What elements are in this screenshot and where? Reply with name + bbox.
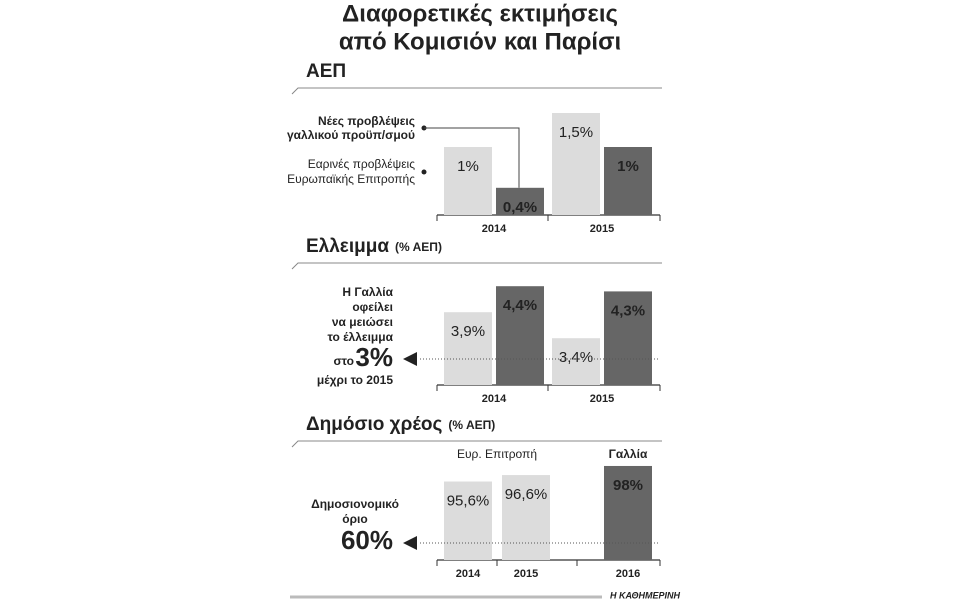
legend-connector bbox=[424, 127, 520, 188]
legend-label: Νέες προβλέψεις bbox=[318, 114, 415, 128]
bar bbox=[604, 465, 652, 560]
bar bbox=[444, 481, 492, 560]
legend-dot bbox=[421, 169, 427, 175]
bar bbox=[444, 147, 492, 215]
x-tick-label: 2015 bbox=[590, 223, 614, 235]
annotation: μέχρι το 2015 bbox=[317, 373, 393, 387]
value-label: 95,6% bbox=[447, 493, 490, 510]
x-tick-label: 2014 bbox=[482, 393, 507, 405]
value-label: 0,4% bbox=[503, 199, 537, 216]
panel-subtitle: (% ΑΕΠ) bbox=[448, 418, 495, 432]
title: Διαφορετικές εκτιμήσεις bbox=[342, 0, 618, 27]
bar bbox=[552, 338, 600, 385]
bar bbox=[444, 312, 492, 385]
value-label: 98% bbox=[613, 477, 643, 494]
panel-title: ΑΕΠ bbox=[306, 61, 346, 82]
panel-title: Ελλειμμα bbox=[306, 236, 389, 257]
annotation: στο bbox=[333, 354, 354, 368]
reference-arrow bbox=[403, 352, 417, 366]
annotation: Δημοσιονομικό bbox=[311, 497, 399, 511]
value-label: 4,4% bbox=[503, 297, 537, 314]
legend-label: Εαρινές προβλέψεις bbox=[308, 157, 416, 171]
reference-label: 3% bbox=[355, 342, 393, 372]
x-tick-label: 2015 bbox=[590, 393, 614, 405]
reference-arrow bbox=[403, 536, 417, 550]
title: από Κομισιόν και Παρίσι bbox=[339, 28, 621, 55]
annotation: Η Γαλλία bbox=[342, 285, 393, 299]
x-tick-label: 2014 bbox=[456, 568, 481, 580]
x-tick-label: 2014 bbox=[482, 223, 507, 235]
value-label: 1,5% bbox=[559, 124, 593, 141]
annotation: το έλλειμμα bbox=[327, 330, 393, 344]
annotation: να μειώσει bbox=[332, 315, 393, 329]
value-label: 3,4% bbox=[559, 349, 593, 366]
panel-rule bbox=[291, 262, 662, 270]
panel-rule bbox=[291, 440, 662, 448]
legend-label: Ευρωπαϊκής Επιτροπής bbox=[287, 172, 415, 186]
bar bbox=[604, 147, 652, 215]
reference-label: 60% bbox=[341, 525, 393, 555]
value-label: 3,9% bbox=[451, 323, 485, 340]
value-label: 1% bbox=[457, 158, 479, 175]
bar bbox=[502, 475, 550, 560]
value-label: 96,6% bbox=[505, 486, 548, 503]
source: Η ΚΑΘΗΜΕΡΙΝΗ bbox=[610, 590, 680, 600]
x-tick-label: 2016 bbox=[616, 568, 640, 580]
bar bbox=[496, 187, 544, 215]
annotation: όριο bbox=[342, 512, 367, 526]
legend-label: γαλλικού προϋπ/σμού bbox=[287, 128, 415, 142]
group-label: Γαλλία bbox=[609, 447, 648, 461]
bar bbox=[604, 291, 652, 385]
group-label: Ευρ. Επιτροπή bbox=[457, 447, 537, 461]
panel-subtitle: (% ΑΕΠ) bbox=[395, 240, 442, 254]
x-tick-label: 2015 bbox=[514, 568, 538, 580]
panel-title: Δημόσιο χρέος bbox=[306, 414, 443, 435]
annotation: οφείλει bbox=[352, 300, 393, 314]
value-label: 4,3% bbox=[611, 302, 645, 319]
bar bbox=[496, 286, 544, 385]
panel-rule bbox=[291, 87, 662, 95]
bar bbox=[552, 113, 600, 215]
value-label: 1% bbox=[617, 158, 639, 175]
